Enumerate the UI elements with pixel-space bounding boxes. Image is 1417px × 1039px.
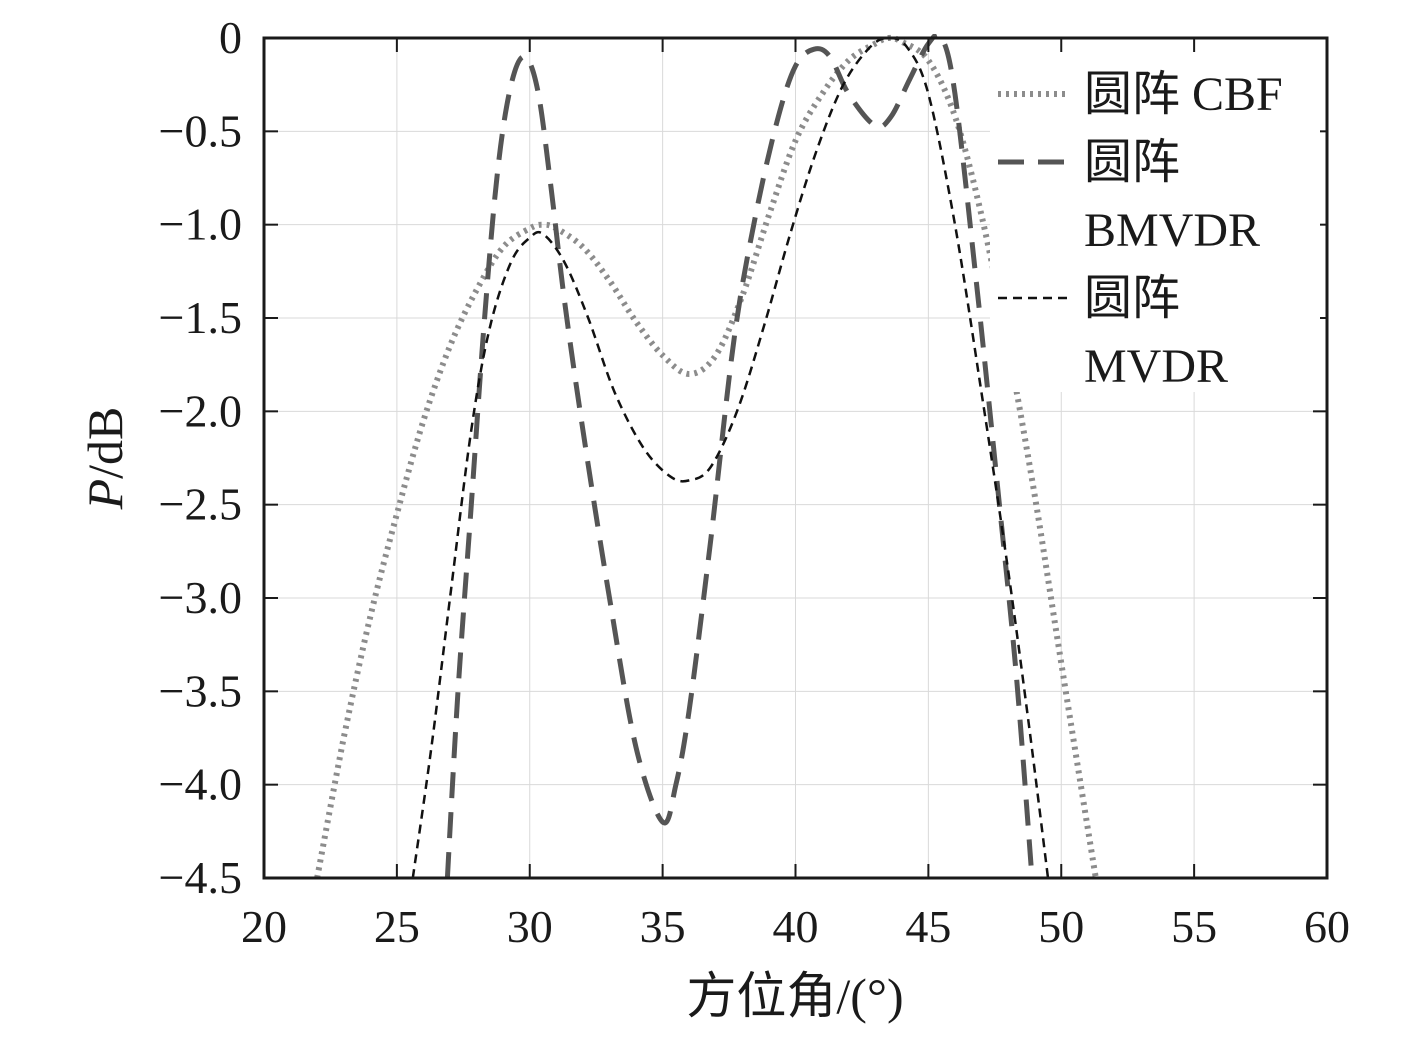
x-tick-label: 50 xyxy=(1038,901,1084,952)
x-tick-label: 35 xyxy=(640,901,686,952)
y-tick-label: −1.5 xyxy=(159,292,242,343)
x-tick-label: 20 xyxy=(241,901,287,952)
y-tick-label: −4.5 xyxy=(159,852,242,903)
series-line-1 xyxy=(314,34,1099,879)
x-axis-title: 方位角/(°) xyxy=(686,968,903,1024)
y-tick-label: −3.0 xyxy=(159,572,242,623)
x-tick-label: 30 xyxy=(507,901,553,952)
series-line-2 xyxy=(444,34,1035,879)
x-tick-label: 45 xyxy=(905,901,951,952)
y-tick-label: 0 xyxy=(219,12,242,63)
legend-label-2: 圆阵 xyxy=(1084,136,1180,189)
series-line-3 xyxy=(411,36,1050,879)
y-tick-label: −0.5 xyxy=(159,105,242,156)
x-tick-labels: 20 25 30 35 40 45 50 55 60 xyxy=(241,901,1350,952)
legend-label-3: 圆阵 xyxy=(1084,272,1180,325)
y-tick-label: −2.5 xyxy=(159,479,242,530)
x-tick-label: 60 xyxy=(1304,901,1350,952)
y-tick-label: −1.0 xyxy=(159,199,242,250)
x-tick-label: 25 xyxy=(374,901,420,952)
series-group xyxy=(314,34,1099,879)
legend: 圆阵 CBF 圆阵 BMVDR 圆阵 MVDR xyxy=(990,52,1320,393)
y-axis-title: P/dB xyxy=(77,407,133,511)
x-tick-label: 55 xyxy=(1171,901,1217,952)
legend-label-3: MVDR xyxy=(1084,340,1228,393)
y-tick-labels: 0 −0.5 −1.0 −1.5 −2.0 −2.5 −3.0 −3.5 −4.0 −4.5 xyxy=(159,12,242,903)
x-tick-label: 40 xyxy=(773,901,819,952)
y-axis-title-italic: P xyxy=(77,479,133,511)
y-axis-title-unit: /dB xyxy=(77,407,133,479)
y-tick-label: −3.5 xyxy=(159,665,242,716)
y-tick-label: −2.0 xyxy=(159,385,242,436)
legend-label-1: 圆阵 CBF xyxy=(1084,68,1283,121)
legend-label-2: BMVDR xyxy=(1084,204,1260,257)
legend-background xyxy=(990,52,1320,392)
y-tick-label: −4.0 xyxy=(159,759,242,810)
